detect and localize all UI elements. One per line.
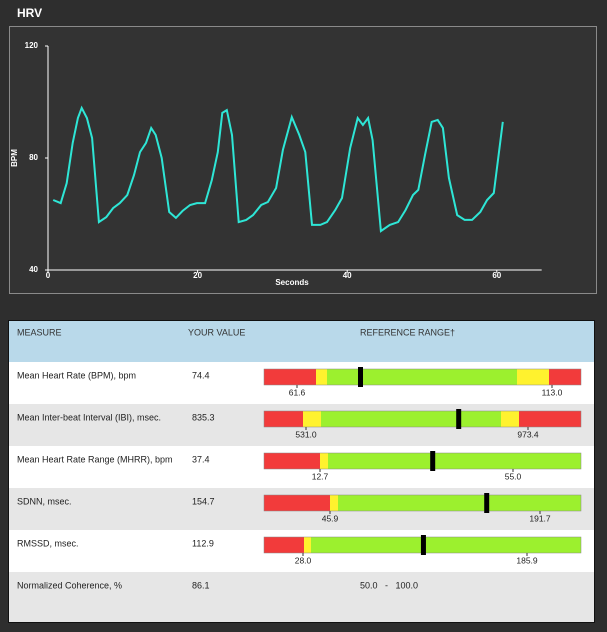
range-segment [549, 369, 581, 385]
x-axis-label: Seconds [275, 278, 309, 287]
measure-cell: Mean Heart Rate (BPM), bpm [17, 370, 136, 380]
table-row [9, 572, 594, 622]
value-marker [420, 535, 426, 555]
range-segment [501, 411, 519, 427]
value-marker [484, 493, 490, 513]
range-segment [316, 369, 327, 385]
range-label: 45.9 [322, 513, 339, 523]
measure-cell: Mean Heart Rate Range (MHRR), bpm [17, 454, 173, 464]
range-bar-border [263, 452, 582, 470]
value-cell: 74.4 [192, 370, 210, 380]
value-marker [456, 409, 462, 429]
range-segment [264, 411, 303, 427]
range-label: 973.4 [517, 429, 539, 439]
value-marker [430, 451, 436, 471]
range-label: 113.0 [542, 387, 563, 397]
range-label: 185.9 [516, 555, 538, 565]
table-header [9, 321, 594, 362]
range-segment [338, 495, 581, 511]
range-segment [264, 453, 320, 469]
column-header: YOUR VALUE [188, 327, 245, 337]
column-header: REFERENCE RANGE† [360, 327, 455, 337]
range-label: 61.6 [289, 387, 306, 397]
value-cell: 112.9 [192, 538, 214, 548]
measure-cell: SDNN, msec. [17, 496, 72, 506]
range-label: 191.7 [529, 513, 551, 523]
range-segment [320, 453, 328, 469]
range-label: 12.7 [312, 471, 329, 481]
value-cell: 86.1 [192, 580, 210, 590]
value-cell: 835.3 [192, 412, 215, 422]
range-label: 531.0 [295, 429, 317, 439]
x-tick-label: 40 [343, 271, 352, 280]
range-segment [321, 411, 501, 427]
y-tick-label: 120 [25, 41, 39, 50]
measure-cell: Normalized Coherence, % [17, 580, 122, 590]
range-bar-border [263, 410, 582, 428]
y-axis-label: BPM [10, 149, 19, 167]
range-segment [304, 537, 311, 553]
range-label: 55.0 [505, 471, 522, 481]
x-tick-label: 0 [46, 271, 51, 280]
range-label: 28.0 [295, 555, 312, 565]
range-segment [311, 537, 581, 553]
value-cell: 154.7 [192, 496, 215, 506]
range-segment [264, 369, 316, 385]
range-segment [519, 411, 581, 427]
measure-cell: RMSSD, msec. [17, 538, 79, 548]
y-tick-label: 80 [29, 153, 38, 162]
x-tick-label: 20 [193, 271, 202, 280]
value-cell: 37.4 [192, 454, 210, 464]
page-title: HRV [17, 6, 42, 20]
range-bar-border [263, 494, 582, 512]
measure-cell: Mean Inter-beat Interval (IBI), msec. [17, 412, 161, 422]
range-segment [327, 369, 517, 385]
range-segment [264, 537, 304, 553]
x-tick-label: 60 [492, 271, 501, 280]
range-segment [330, 495, 338, 511]
range-segment [328, 453, 581, 469]
range-segment [264, 495, 330, 511]
value-marker [358, 367, 364, 387]
range-segment [303, 411, 321, 427]
range-bar-border [263, 368, 582, 386]
chart-panel [9, 26, 597, 294]
column-header: MEASURE [17, 327, 62, 337]
y-tick-label: 40 [29, 265, 38, 274]
range-text: 50.0 - 100.0 [360, 580, 418, 590]
data-line [52, 105, 504, 233]
range-segment [517, 369, 549, 385]
